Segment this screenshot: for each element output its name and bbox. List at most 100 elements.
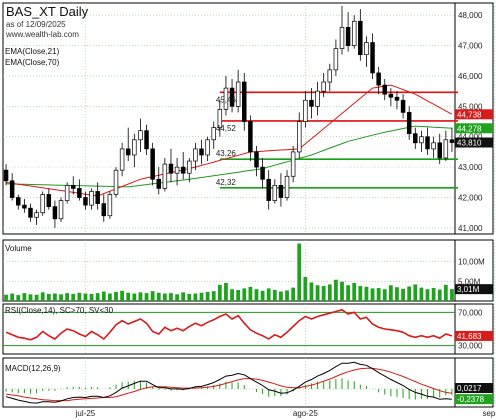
price-y-tick-5: 46,000	[458, 72, 483, 81]
volume-bar	[34, 294, 39, 301]
volume-bar	[431, 288, 436, 301]
candle-body	[327, 69, 333, 83]
candle-body	[107, 194, 113, 217]
chart-marks	[3, 6, 459, 404]
candle-body	[95, 191, 100, 204]
volume-bar	[83, 293, 88, 301]
volume-bar	[22, 293, 27, 301]
rsi-value-tag: 41,683	[457, 332, 482, 341]
candle-body	[28, 207, 33, 218]
macd-value-tag-1: -0,2378	[457, 395, 485, 404]
volume-bar	[370, 288, 375, 301]
volume-bar	[211, 291, 216, 301]
macd-pane-frame	[2, 357, 494, 408]
candle-body	[431, 142, 436, 150]
candle-body	[248, 121, 253, 153]
volume-bar	[419, 287, 424, 301]
candle-body	[315, 90, 320, 107]
as-of-date: as of 12/09/2025	[6, 20, 66, 29]
candle-body	[199, 148, 204, 156]
candle-body	[150, 148, 155, 180]
volume-bar	[150, 291, 155, 301]
candle-body	[89, 191, 94, 206]
legend-ema70: EMA(Close,70)	[5, 58, 60, 67]
volume-pane-title: Volume	[5, 244, 32, 253]
price-value-tag-0: 44,738	[457, 110, 482, 119]
volume-bar	[10, 293, 15, 301]
candle-body	[406, 112, 412, 135]
candle-body	[64, 185, 70, 201]
volume-bar	[407, 286, 412, 301]
volume-bar	[254, 289, 259, 301]
level-label-2: 43,26	[216, 149, 237, 158]
chart-title: BAS_XT Daily	[6, 4, 89, 19]
candle-body	[119, 148, 125, 171]
price-y-tick-7: 48,000	[458, 11, 483, 20]
candle-body	[437, 142, 442, 159]
volume-bar	[327, 284, 332, 301]
macd-pane-title: MACD(12,26,9)	[5, 364, 61, 373]
candle-body	[272, 185, 278, 201]
candle-body	[156, 178, 162, 189]
volume-bar	[175, 294, 179, 301]
candle-body	[443, 139, 449, 159]
price-value-tag-1: 44,278	[457, 124, 482, 133]
volume-bar	[382, 289, 387, 301]
volume-bar	[272, 289, 277, 301]
candle-body	[235, 81, 241, 107]
candle-body	[132, 139, 137, 156]
macd-value-tag-0: 0,0217	[457, 384, 482, 393]
candle-body	[174, 166, 180, 174]
candle-body	[52, 206, 58, 220]
candle-body	[144, 130, 149, 150]
candle-body	[229, 87, 235, 107]
candle-body	[16, 197, 21, 206]
volume-bar	[443, 284, 448, 301]
level-label-0: 45,46	[216, 95, 237, 104]
candle-body	[339, 26, 345, 49]
price-value-tag-1-bg	[455, 123, 493, 134]
candle-body	[303, 99, 308, 122]
volume-bar	[156, 292, 161, 301]
grid-lines	[3, 3, 496, 407]
candle-body	[449, 139, 455, 143]
macd-line	[5, 361, 452, 404]
volume-bar	[4, 294, 8, 301]
site-url: www.wealth-lab.com	[5, 30, 79, 39]
candle-body	[260, 166, 265, 180]
volume-bar	[333, 279, 338, 301]
volume-bar	[425, 289, 430, 301]
volume-bar	[46, 293, 51, 301]
candle-body	[34, 212, 39, 218]
candle-body	[162, 163, 168, 189]
candle-body	[217, 109, 223, 128]
candle-body	[419, 136, 424, 144]
candle-body	[70, 185, 76, 189]
price-y-tick-0: 41,000	[458, 224, 483, 233]
volume-bar	[303, 276, 308, 301]
candle-body	[400, 99, 406, 113]
rsi-pane-frame	[2, 303, 494, 355]
volume-bar	[120, 290, 125, 301]
volume-value-tag: 3,01M	[457, 285, 480, 294]
volume-bar	[89, 293, 94, 301]
rsi-pane-title: RSI(Close,14), SC>70, SV<30	[5, 306, 114, 315]
volume-bar	[388, 285, 393, 301]
rsi-value-tag-bg	[455, 330, 493, 341]
rsi-y-tick-1: 70,000	[458, 308, 483, 317]
candle-body	[113, 169, 119, 195]
candle-body	[425, 136, 430, 150]
x-tick-label-1: ago-25	[293, 409, 318, 418]
volume-bar	[107, 293, 112, 301]
volume-bar	[224, 282, 228, 301]
volume-bar	[114, 291, 118, 301]
candle-body	[9, 180, 15, 198]
candle-body	[394, 96, 400, 101]
x-tick-label-0: jul-25	[75, 409, 96, 418]
candle-body	[284, 175, 290, 198]
volume-bar	[126, 292, 131, 301]
volume-bar	[395, 287, 399, 301]
price-y-tick-1: 42,000	[458, 194, 483, 203]
candle-body	[138, 130, 143, 141]
candle-body	[370, 42, 375, 74]
